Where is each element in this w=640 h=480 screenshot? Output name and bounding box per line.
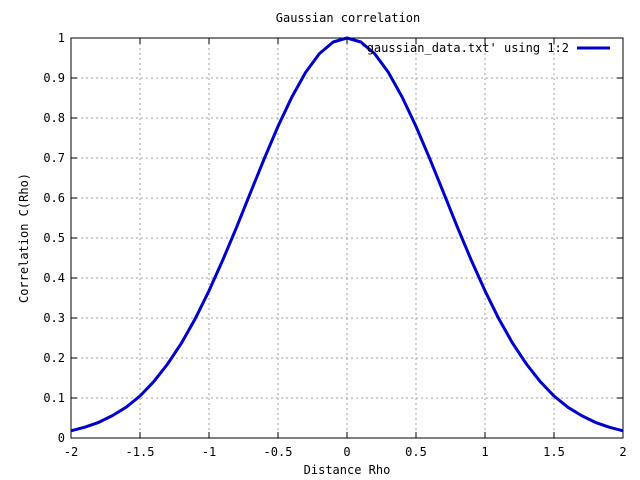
chart-title: Gaussian correlation [276, 11, 421, 25]
x-tick-label: 1.5 [543, 445, 565, 459]
y-tick-label: 0.3 [43, 311, 65, 325]
legend: 'gaussian_data.txt' using 1:2 [359, 41, 610, 55]
x-tick-label: 0 [343, 445, 350, 459]
grid-layer [71, 38, 623, 438]
y-tick-label: 0.9 [43, 71, 65, 85]
y-tick-label: 0.6 [43, 191, 65, 205]
x-tick-label: 2 [619, 445, 626, 459]
tick-layer: -2 -1.5 -1 -0.5 0 0.5 1 1.5 2 0 0.1 0.2 0.3 0.4 0.5 0.6… [43, 31, 626, 459]
y-tick-label: 1 [58, 31, 65, 45]
x-tick-label: -2 [64, 445, 78, 459]
x-axis-label: Distance Rho [304, 463, 391, 477]
y-tick-label: 0.5 [43, 231, 65, 245]
series-line [70, 36, 624, 433]
x-tick-label: -1 [202, 445, 216, 459]
y-tick-label: 0.8 [43, 111, 65, 125]
legend-series-label: 'gaussian_data.txt' using 1:2 [359, 41, 569, 55]
y-tick-label: 0 [58, 431, 65, 445]
y-tick-label: 0.1 [43, 391, 65, 405]
x-tick-label: 1 [481, 445, 488, 459]
x-tick-label: -1.5 [126, 445, 155, 459]
y-axis-label: Correlation C(Rho) [17, 173, 31, 303]
x-tick-label: -0.5 [264, 445, 293, 459]
x-tick-label: 0.5 [405, 445, 427, 459]
y-tick-label: 0.4 [43, 271, 65, 285]
y-tick-label: 0.7 [43, 151, 65, 165]
series-layer [70, 36, 624, 433]
y-tick-label: 0.2 [43, 351, 65, 365]
